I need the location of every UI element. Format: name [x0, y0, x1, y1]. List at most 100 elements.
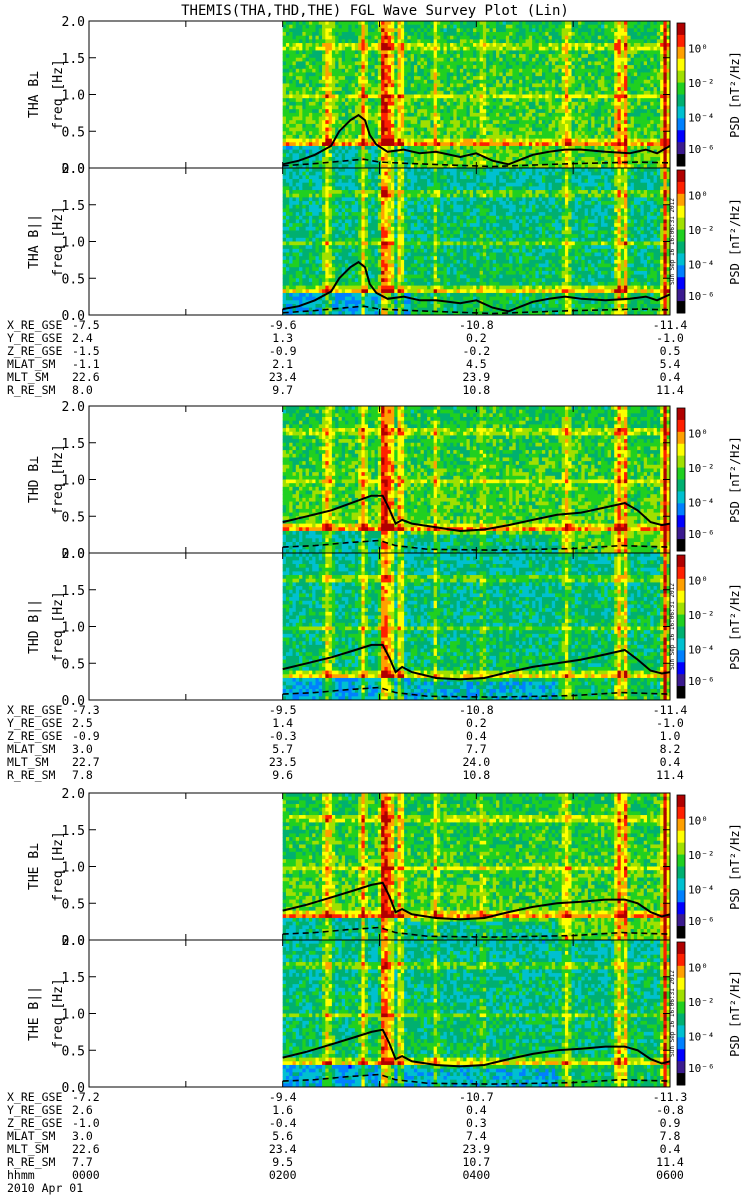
spectrogram-cell — [371, 87, 375, 92]
spectrogram-cell — [555, 50, 559, 55]
spectrogram-cell — [397, 61, 402, 66]
spectrogram-cell — [551, 138, 556, 143]
spectrogram-cell — [555, 61, 559, 66]
spectrogram-cell — [479, 105, 484, 110]
spectrogram-cell — [604, 46, 609, 51]
spectrogram-cell — [282, 215, 287, 220]
spectrogram-cell — [614, 65, 618, 70]
spectrogram-cell — [446, 131, 451, 136]
spectrogram-cell — [617, 101, 622, 106]
spectrogram-cell — [404, 149, 408, 154]
spectrogram-cell — [473, 28, 477, 33]
spectrogram-cell — [335, 94, 339, 99]
spectrogram-cell — [292, 168, 297, 173]
spectrogram-cell — [331, 145, 336, 151]
spectrogram-cell — [397, 83, 402, 88]
spectrogram-cell — [643, 94, 648, 99]
spectrogram-cell — [601, 94, 605, 99]
spectrogram-cell — [522, 24, 526, 29]
spectrogram-cell — [519, 57, 523, 62]
spectrogram-cell — [597, 65, 602, 70]
spectrogram-cell — [463, 46, 467, 51]
spectrogram-cell — [322, 138, 326, 143]
spectrogram-cell — [289, 248, 293, 253]
spectrogram-cell — [624, 61, 628, 66]
spectrogram-cell — [578, 87, 582, 92]
spectrogram-cell — [312, 131, 316, 136]
spectrogram-cell — [351, 98, 356, 103]
spectrogram-cell — [496, 21, 500, 26]
spectrogram-cell — [285, 156, 290, 162]
spectrogram-cell — [331, 120, 336, 125]
spectrogram-cell — [410, 134, 415, 140]
spectrogram-cell — [522, 61, 526, 66]
spectrogram-cell — [368, 134, 372, 140]
spectrogram-cell — [299, 145, 303, 151]
spectrogram-cell — [285, 65, 290, 70]
spectrogram-cell — [312, 32, 316, 37]
spectrogram-cell — [427, 39, 431, 44]
spectrogram-cell — [285, 208, 290, 213]
spectrogram-cell — [630, 116, 635, 121]
spectrogram-cell — [637, 21, 641, 26]
spectrogram-cell — [348, 68, 352, 73]
spectrogram-cell — [302, 79, 307, 84]
spectrogram-cell — [476, 105, 481, 110]
spectrogram-cell — [555, 164, 559, 169]
spectrogram-cell — [338, 153, 343, 158]
spectrogram-cell — [427, 43, 431, 48]
spectrogram-cell — [338, 79, 343, 84]
spectrogram-cell — [505, 24, 510, 29]
spectrogram-cell — [499, 61, 503, 66]
spectrogram-cell — [433, 46, 438, 51]
spectrogram-cell — [463, 68, 467, 73]
spectrogram-cell — [663, 79, 668, 84]
spectrogram-cell — [525, 83, 530, 88]
spectrogram-cell — [509, 145, 513, 151]
spectrogram-cell — [318, 32, 323, 37]
spectrogram-cell — [328, 123, 333, 128]
spectrogram-cell — [450, 57, 454, 62]
spectrogram-cell — [420, 94, 425, 99]
spectrogram-cell — [545, 98, 549, 103]
spectrogram-cell — [640, 72, 645, 77]
spectrogram-cell — [551, 160, 556, 165]
spectrogram-cell — [335, 164, 339, 169]
spectrogram-cell — [364, 57, 369, 62]
spectrogram-cell — [568, 79, 572, 84]
spectrogram-cell — [420, 127, 425, 132]
spectrogram-cell — [584, 39, 589, 44]
spectrogram-cell — [325, 32, 330, 37]
spectrogram-cell — [538, 94, 543, 99]
spectrogram-cell — [282, 43, 287, 48]
spectrogram-cell — [594, 72, 599, 77]
spectrogram-cell — [364, 87, 369, 92]
spectrogram-cell — [371, 98, 375, 103]
spectrogram-cell — [436, 131, 441, 136]
spectrogram-cell — [568, 87, 572, 92]
spectrogram-cell — [620, 57, 625, 62]
spectrogram-cell — [492, 39, 497, 44]
spectrogram-cell — [594, 61, 599, 66]
spectrogram-cell — [436, 72, 441, 77]
spectrogram-cell — [515, 87, 520, 92]
spectrogram-cell — [519, 90, 523, 95]
spectrogram-cell — [505, 21, 510, 26]
spectrogram-cell — [505, 76, 510, 81]
spectrogram-cell — [591, 24, 595, 29]
spectrogram-cell — [492, 138, 497, 143]
spectrogram-cell — [640, 112, 645, 117]
spectrogram-cell — [532, 160, 536, 165]
spectrogram-cell — [361, 72, 366, 77]
spectrogram-cell — [617, 94, 622, 99]
spectrogram-cell — [614, 105, 618, 110]
spectrogram-cell — [640, 46, 645, 51]
spectrogram-cell — [459, 43, 464, 48]
spectrogram-cell — [591, 46, 595, 51]
spectrogram-cell — [587, 145, 592, 151]
spectrogram-cell — [469, 112, 474, 117]
spectrogram-cell — [597, 79, 602, 84]
spectrogram-cell — [656, 50, 661, 55]
spectrogram-cell — [479, 24, 484, 29]
spectrogram-cell — [558, 149, 563, 154]
